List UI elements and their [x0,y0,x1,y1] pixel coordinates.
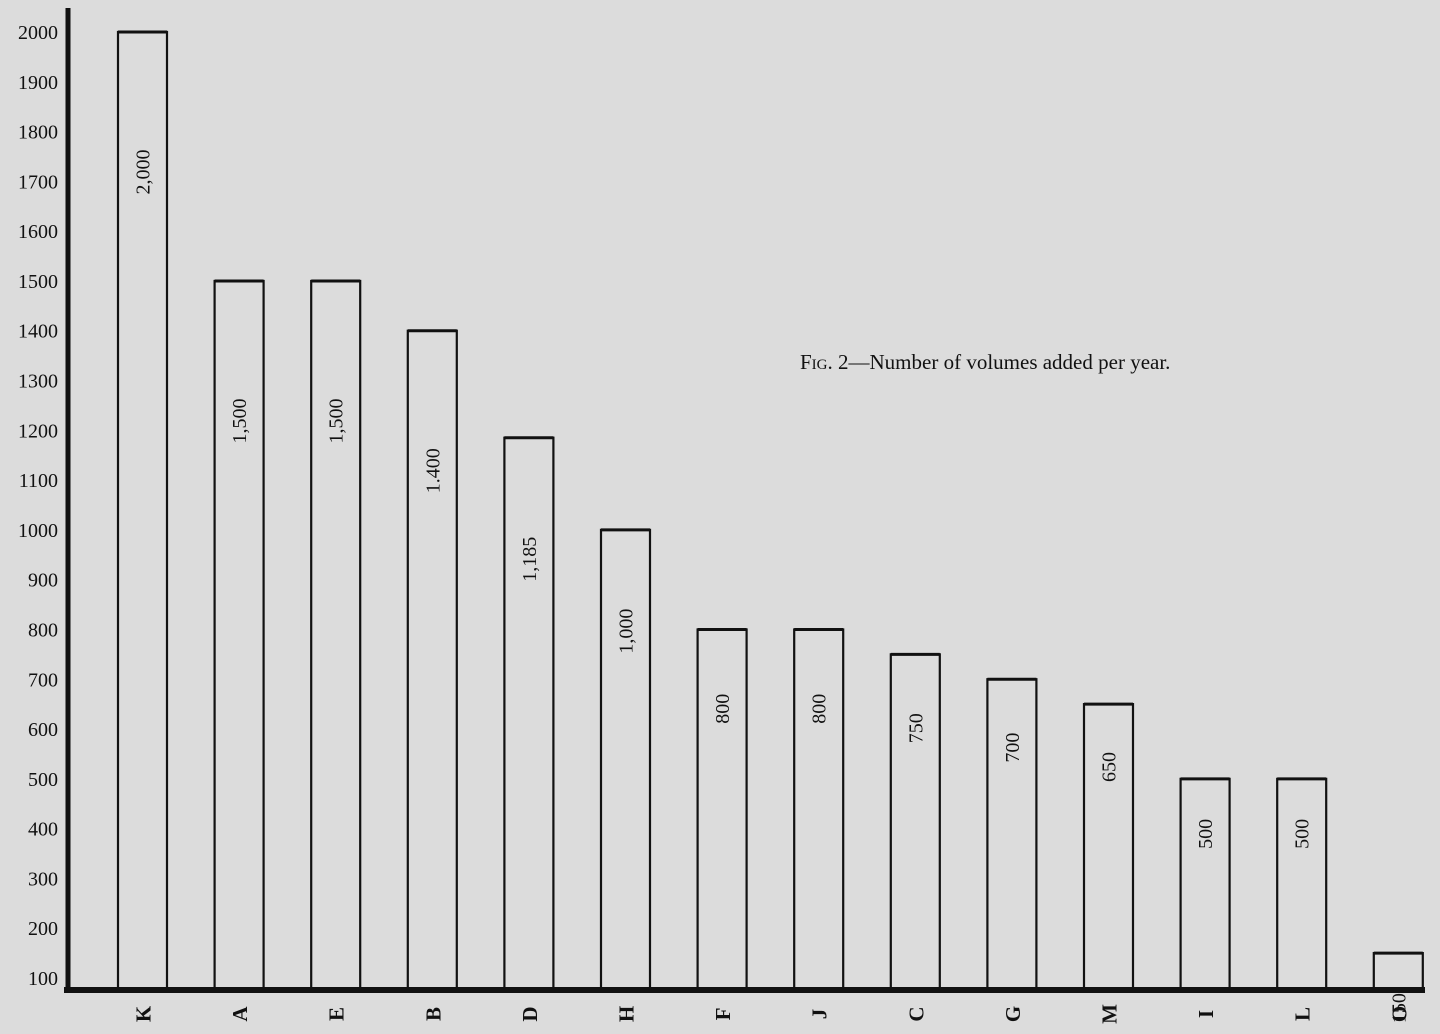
x-tick-label: H [615,1006,639,1022]
y-tick-label: 300 [28,868,58,890]
figure-number: Fig. 2 [800,350,849,374]
value-label: 800 [809,694,831,724]
x-tick-label: A [228,1006,252,1022]
x-tick-label: E [325,1007,349,1021]
x-tick-label: G [1001,1006,1025,1022]
bar [310,279,362,990]
y-tick-label: 1900 [18,72,58,94]
y-tick-label: 1100 [19,470,58,492]
y-tick-label: 1600 [18,221,58,243]
y-tick-label: 2000 [18,22,58,44]
x-tick-label: L [1291,1007,1315,1021]
bar [1372,952,1424,990]
x-tick-label: K [132,1005,156,1022]
y-tick-label: 100 [28,968,58,990]
y-tick-label: 1400 [18,321,58,343]
x-tick-label: O [1387,1006,1411,1022]
bar [793,628,845,990]
bar [599,528,652,990]
y-tick-label: 900 [28,570,58,592]
value-label: 1,000 [616,609,638,654]
value-label: 1,500 [229,398,251,443]
value-label: 500 [1195,819,1217,849]
y-tick-label: 400 [28,819,58,841]
x-tick-label: I [1194,1010,1218,1018]
y-tick-label: 200 [28,918,58,940]
x-tick-label: J [808,1009,832,1020]
y-tick-label: 600 [28,719,58,741]
value-label: 1.400 [422,448,444,493]
value-label: 2,000 [133,150,155,195]
y-tick-label: 800 [28,619,58,641]
bar [889,653,941,990]
bar [213,279,265,990]
value-label: 1,500 [326,398,348,443]
x-tick-label: D [518,1006,542,1021]
x-tick-label: C [904,1006,928,1021]
y-tick-label: 1200 [18,420,58,442]
value-label: 800 [712,694,734,724]
bar [1179,777,1231,990]
value-label: 500 [1292,819,1314,849]
y-tick-label: 1300 [18,371,58,393]
bar [986,678,1038,990]
bar [503,436,555,990]
value-label: 750 [905,713,927,743]
x-tick-label: M [1098,1004,1122,1024]
figure-caption: Fig. 2—Number of volumes added per year. [800,350,1170,375]
y-axis: 100 200 300 400 500 600 700 800 900 1000 1100 1200 1… [18,8,71,992]
y-tick-label: 1700 [18,171,58,193]
bar [1082,703,1135,990]
value-label: 650 [1099,752,1121,782]
y-tick-label: 700 [28,669,58,691]
value-label: 1,185 [519,537,541,582]
value-label: 150 [1388,993,1410,1023]
bar [1276,777,1328,990]
y-tick-label: 1500 [18,271,58,293]
figure-caption-text: —Number of volumes added per year. [848,350,1171,374]
y-tick-label: 500 [28,769,58,791]
value-labels: 2,000 1,500 1,500 1.400 1,185 1,000 800 800 750 7… [133,150,1411,1024]
bar [696,628,748,990]
bar [406,329,458,990]
y-tick-label: 1800 [18,122,58,144]
x-tick-label: F [711,1008,735,1021]
bars [116,30,1424,990]
value-label: 700 [1002,733,1024,763]
x-tick-label: B [421,1007,445,1021]
y-tick-label: 1000 [18,520,58,542]
